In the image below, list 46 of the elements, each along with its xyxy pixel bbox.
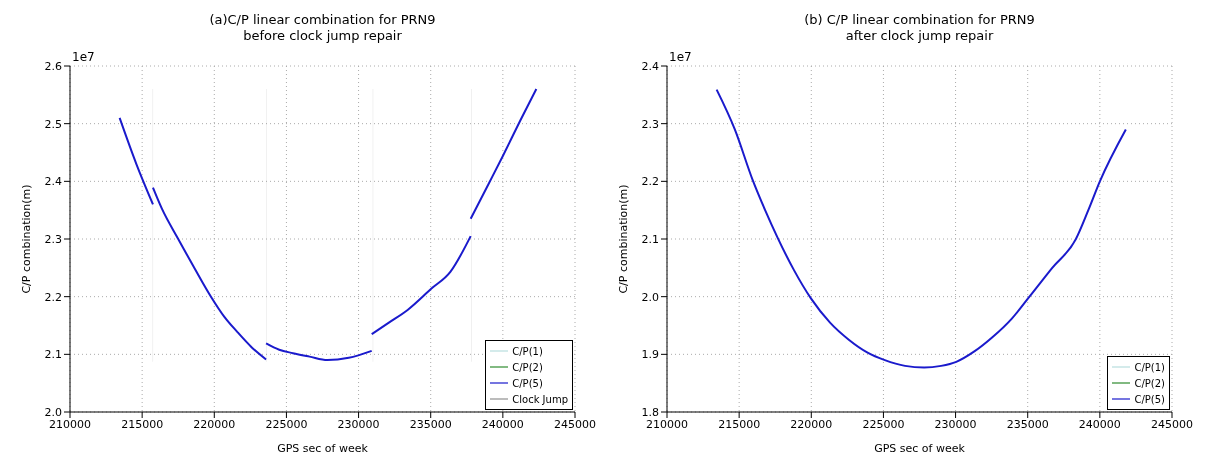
y-tick-label: 1.9	[641, 348, 659, 362]
legend-label: C/P(2)	[512, 361, 543, 373]
y-axis-title: C/P combination(m)	[19, 184, 33, 294]
chart-title: (b) C/P linear combination for PRN9 after clock jump repair	[803, 12, 1036, 44]
chart-title: (a)C/P linear combination for PRN9 before clock jump repair	[208, 12, 437, 44]
y-tick-label: 2.4	[641, 59, 659, 73]
legend-label: C/P(5)	[512, 377, 543, 389]
y-tick-label: 2.4	[44, 175, 62, 189]
y-tick-label: 2.0	[641, 290, 659, 304]
text: 1e7	[669, 50, 692, 64]
x-axis-title: GPS sec of week	[874, 442, 966, 455]
y-tick-label: 2.2	[641, 175, 659, 189]
text: 1e7	[72, 50, 95, 64]
x-tick-label: 230000	[934, 417, 977, 431]
x-tick-label: 210000	[646, 417, 688, 431]
x-tick-label: 235000	[409, 417, 452, 431]
x-tick-label: 220000	[193, 417, 236, 431]
x-tick-label: 240000	[481, 417, 524, 431]
x-tick-label: 215000	[121, 417, 164, 431]
y-tick-label: 2.1	[641, 232, 659, 246]
line-series	[715, 88, 1127, 369]
x-tick-label: 215000	[718, 417, 761, 431]
legend-label: C/P(2)	[1134, 377, 1165, 389]
legend-label: C/P(1)	[512, 345, 543, 357]
x-tick-label: 210000	[49, 417, 91, 431]
y-tick-label: 2.5	[44, 117, 62, 131]
y-tick-label: 2.1	[44, 348, 62, 362]
x-tick-label: 225000	[862, 417, 905, 431]
legend-label: Clock Jump	[512, 393, 568, 405]
y-tick-label: 2.0	[44, 405, 62, 419]
y-tick-label: 1.8	[641, 405, 659, 419]
x-tick-label: 245000	[1151, 417, 1193, 431]
x-tick-label: 225000	[265, 417, 308, 431]
x-tick-label: 220000	[790, 417, 833, 431]
y-tick-label: 2.3	[641, 117, 659, 131]
y-tick-label: 2.3	[44, 232, 62, 246]
x-tick-label: 235000	[1006, 417, 1049, 431]
x-tick-label: 240000	[1078, 417, 1121, 431]
x-axis-title: GPS sec of week	[277, 442, 369, 455]
x-tick-label: 245000	[554, 417, 596, 431]
x-tick-label: 230000	[337, 417, 380, 431]
legend-label: C/P(5)	[1134, 393, 1165, 405]
legend-label: C/P(1)	[1134, 361, 1165, 373]
y-axis-title: C/P combination(m)	[616, 184, 630, 294]
y-tick-label: 2.6	[44, 59, 62, 73]
y-tick-label: 2.2	[44, 290, 62, 304]
